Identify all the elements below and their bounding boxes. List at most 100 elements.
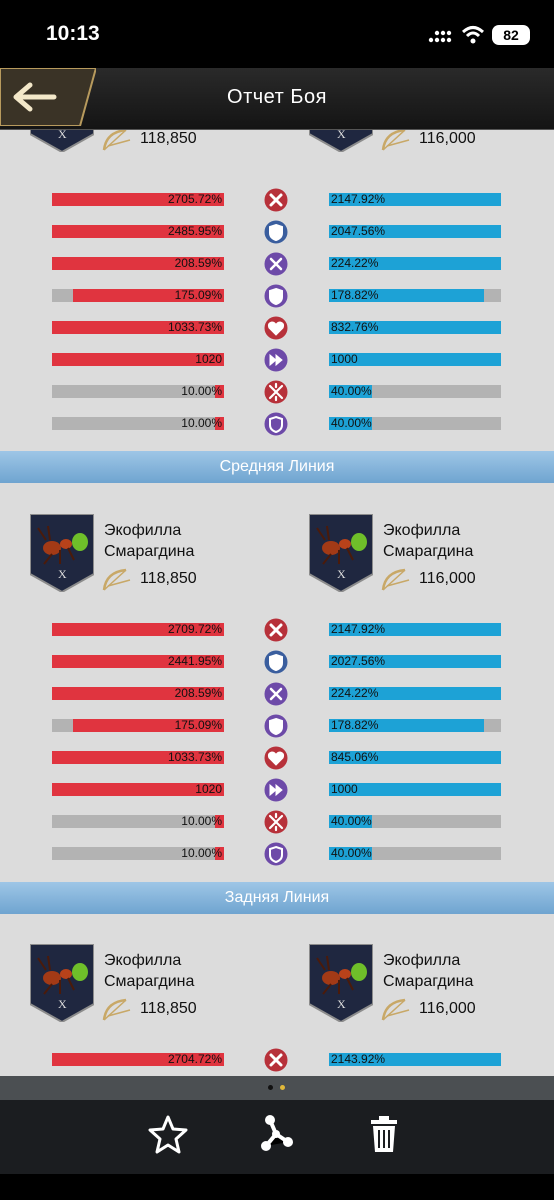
defender-stat-bar: 832.76% (329, 321, 501, 334)
unit-defender[interactable]: X Экофилла Смарагдина 116,000 (309, 514, 539, 618)
defender-stat-fill (329, 847, 372, 860)
unit-portrait-icon: X (309, 130, 373, 152)
attacker-stat-fill (215, 847, 224, 860)
unit-defender[interactable]: X Экофилла Смарагдина 116,000 (309, 944, 539, 1048)
defender-stat-value: 832.76% (331, 321, 379, 334)
attacker-stat-value: 1020 (195, 353, 222, 366)
defender-stat-bar: 40.00% (329, 385, 501, 398)
attacker-stat-value: 1033.73% (167, 321, 222, 334)
bottom-toolbar (0, 1100, 554, 1174)
attacker-stat-fill (52, 1053, 224, 1066)
status-time: 10:13 (46, 22, 100, 45)
attack-icon (263, 617, 289, 643)
attacker-stat-fill (52, 353, 224, 366)
attacker-stat-value: 175.09% (174, 719, 222, 732)
trash-icon[interactable] (362, 1112, 406, 1156)
attacker-stat-fill (215, 815, 224, 828)
stat-row: 208.59% 224.22% (0, 680, 554, 708)
back-button[interactable] (0, 68, 96, 126)
battery-indicator: 82 (492, 25, 530, 45)
attack-icon (263, 1047, 289, 1073)
defender-stat-fill (329, 417, 372, 430)
defender-stat-fill (329, 751, 501, 764)
svg-text:X: X (58, 997, 67, 1011)
defender-stat-value: 1000 (331, 353, 358, 366)
share-icon[interactable] (254, 1112, 298, 1156)
heart-icon (263, 745, 289, 771)
battle-report-content[interactable]: X 118,850 X 116,000 2705.72% 2147.92% 2485… (0, 130, 554, 1076)
section-middle: X Экофилла Смарагдина 118,850 X Экофилла С… (0, 514, 554, 874)
attacker-stat-bar: 10.00% (52, 385, 224, 398)
attacker-stat-fill (72, 289, 224, 302)
defender-stat-fill (329, 193, 501, 206)
swords-icon (263, 251, 289, 277)
unit-power: 118,850 (140, 130, 197, 147)
attacker-stat-fill (52, 751, 224, 764)
defender-stat-value: 2147.92% (331, 623, 386, 636)
unit-attacker[interactable]: X 118,850 (30, 130, 260, 178)
attacker-stat-fill (52, 623, 224, 636)
defender-stat-value: 2027.56% (331, 655, 386, 668)
attacker-stat-bar: 1033.73% (52, 751, 224, 764)
wifi-icon (461, 26, 485, 44)
bow-icon (381, 568, 410, 591)
defender-stat-bar: 178.82% (329, 289, 501, 302)
attacker-stat-bar: 208.59% (52, 257, 224, 270)
attacker-stat-bar: 2704.72% (52, 1053, 224, 1066)
defender-stat-fill (329, 225, 501, 238)
defender-stat-value: 2143.92% (331, 1053, 386, 1066)
attacker-stat-value: 208.59% (174, 687, 222, 700)
svg-text:X: X (337, 130, 346, 141)
attacker-stat-value: 2441.95% (167, 655, 222, 668)
stat-row: 2709.72% 2147.92% (0, 616, 554, 644)
star-icon[interactable] (146, 1112, 190, 1156)
attacker-stat-bar: 208.59% (52, 687, 224, 700)
defender-stat-bar: 1000 (329, 783, 501, 796)
defender-stat-value: 178.82% (331, 289, 379, 302)
page-indicator (0, 1076, 554, 1100)
stat-row: 208.59% 224.22% (0, 250, 554, 278)
ant-portrait-icon: X (309, 514, 373, 592)
defender-stat-value: 1000 (331, 783, 358, 796)
unit-name: Экофилла Смарагдина (383, 952, 474, 990)
defender-stat-fill (329, 719, 484, 732)
defender-stat-fill (329, 783, 501, 796)
app-header: Отчет Боя (0, 68, 554, 130)
attacker-stat-value: 2704.72% (167, 1053, 222, 1066)
defender-stat-fill (329, 353, 501, 366)
bow-icon (102, 998, 131, 1021)
attacker-stat-bar: 1033.73% (52, 321, 224, 334)
attacker-stat-value: 2705.72% (167, 193, 222, 206)
defender-stat-value: 40.00% (331, 385, 372, 398)
defender-stat-bar: 224.22% (329, 257, 501, 270)
defender-stat-fill (329, 321, 501, 334)
stat-row: 10.00% 40.00% (0, 808, 554, 836)
defender-stat-bar: 40.00% (329, 847, 501, 860)
unit-attacker[interactable]: X Экофилла Смарагдина 118,850 (30, 944, 260, 1048)
attacker-stat-value: 10.00% (181, 815, 222, 828)
stat-row: 2704.72% 2143.92% (0, 1046, 554, 1074)
unit-power: 118,850 (140, 570, 197, 587)
attacker-stat-bar: 175.09% (52, 719, 224, 732)
unit-defender[interactable]: X 116,000 (309, 130, 539, 178)
defender-stat-bar: 2143.92% (329, 1053, 501, 1066)
heart-icon (263, 315, 289, 341)
ant-portrait-icon: X (30, 944, 94, 1022)
defense-icon (263, 219, 289, 245)
ant-portrait-icon: X (30, 514, 94, 592)
defender-stat-fill (329, 623, 501, 636)
bow-icon (102, 568, 131, 591)
ant-portrait-icon: X (309, 944, 373, 1022)
unit-name: Экофилла Смарагдина (383, 522, 474, 560)
defender-stat-value: 40.00% (331, 815, 372, 828)
stat-row: 10.00% 40.00% (0, 840, 554, 868)
defender-stat-bar: 178.82% (329, 719, 501, 732)
unit-name: Экофилла Смарагдина (104, 952, 195, 990)
defender-stat-fill (329, 687, 501, 700)
attacker-stat-bar: 1020 (52, 353, 224, 366)
stat-row: 10.00% 40.00% (0, 410, 554, 438)
stat-row: 1020 1000 (0, 776, 554, 804)
unit-attacker[interactable]: X Экофилла Смарагдина 118,850 (30, 514, 260, 618)
defender-stat-value: 40.00% (331, 417, 372, 430)
defender-stat-bar: 40.00% (329, 417, 501, 430)
